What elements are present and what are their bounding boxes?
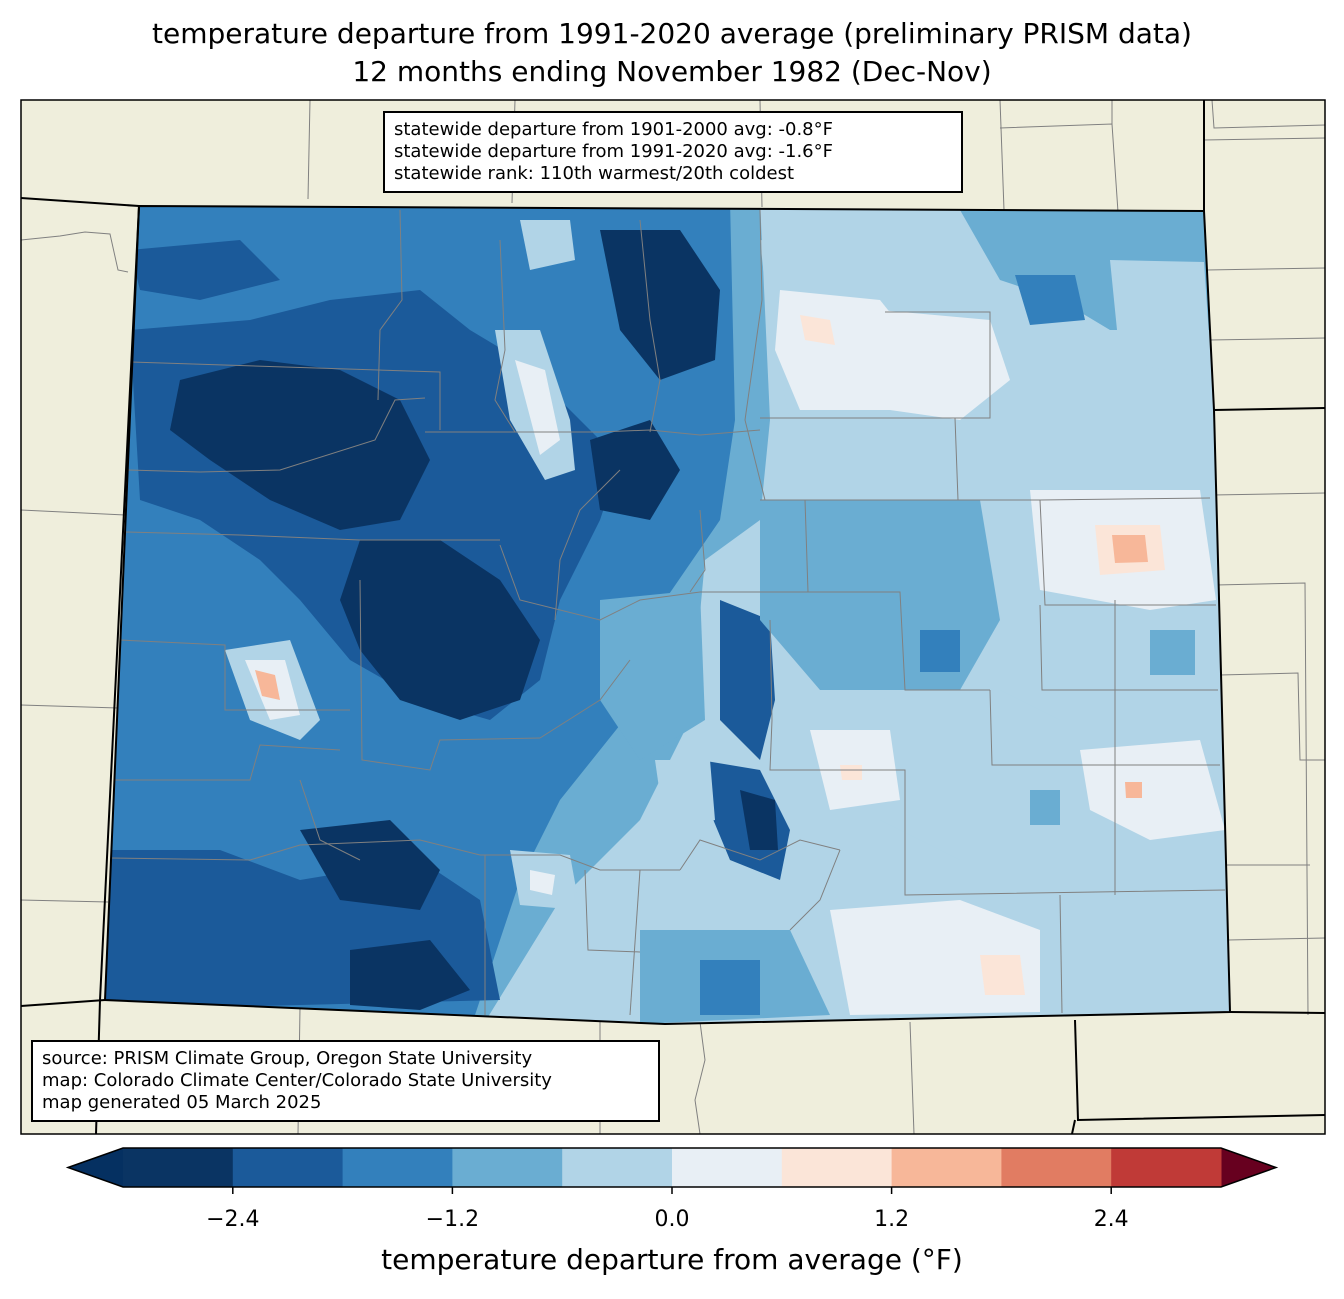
map-credit-line: map: Colorado Climate Center/Colorado St… — [42, 1070, 552, 1091]
map-frame — [20, 99, 1326, 1135]
colorbar-extend-high — [1221, 1148, 1276, 1187]
colorbar-segment — [452, 1148, 563, 1187]
colorbar-segment — [1111, 1148, 1222, 1187]
stats-departure-1901-2000: statewide departure from 1901-2000 avg: … — [394, 119, 833, 140]
colorbar-tick-label: 1.2 — [874, 1207, 910, 1232]
colorbar — [65, 1147, 1279, 1194]
county-lines — [109, 209, 1226, 1016]
colorbar-extend-low — [68, 1148, 123, 1187]
colorbar-tick-label: −1.2 — [425, 1207, 480, 1232]
colorbar-tick-label: 0.0 — [654, 1207, 690, 1232]
temperature-field — [105, 206, 1230, 1024]
colorbar-segment — [672, 1148, 783, 1187]
source-line: source: PRISM Climate Group, Oregon Stat… — [42, 1048, 533, 1069]
generated-date-line: map generated 05 March 2025 — [42, 1092, 322, 1113]
statewide-stats-box: statewide departure from 1901-2000 avg: … — [383, 111, 963, 193]
colorbar-segment — [232, 1148, 344, 1187]
colorbar-outline — [65, 1147, 1279, 1188]
colorbar-segment — [562, 1148, 673, 1187]
colorbar-label: temperature departure from average (°F) — [381, 1243, 963, 1276]
stats-rank: statewide rank: 110th warmest/20th colde… — [394, 163, 795, 184]
colorbar-segment — [342, 1148, 453, 1187]
map-title: temperature departure from 1991-2020 ave… — [152, 17, 1192, 50]
colorbar-segment — [891, 1148, 1002, 1187]
colorbar-segment — [781, 1148, 893, 1187]
colorbar-segment — [123, 1148, 234, 1187]
source-credit-box: source: PRISM Climate Group, Oregon Stat… — [31, 1040, 660, 1122]
colorbar-tick-label: 2.4 — [1093, 1207, 1129, 1232]
colorbar-tick-label: −2.4 — [206, 1207, 260, 1232]
colorbar-segment — [1001, 1148, 1112, 1187]
stats-departure-1991-2020: statewide departure from 1991-2020 avg: … — [394, 141, 833, 162]
map-subtitle: 12 months ending November 1982 (Dec-Nov) — [352, 55, 992, 88]
